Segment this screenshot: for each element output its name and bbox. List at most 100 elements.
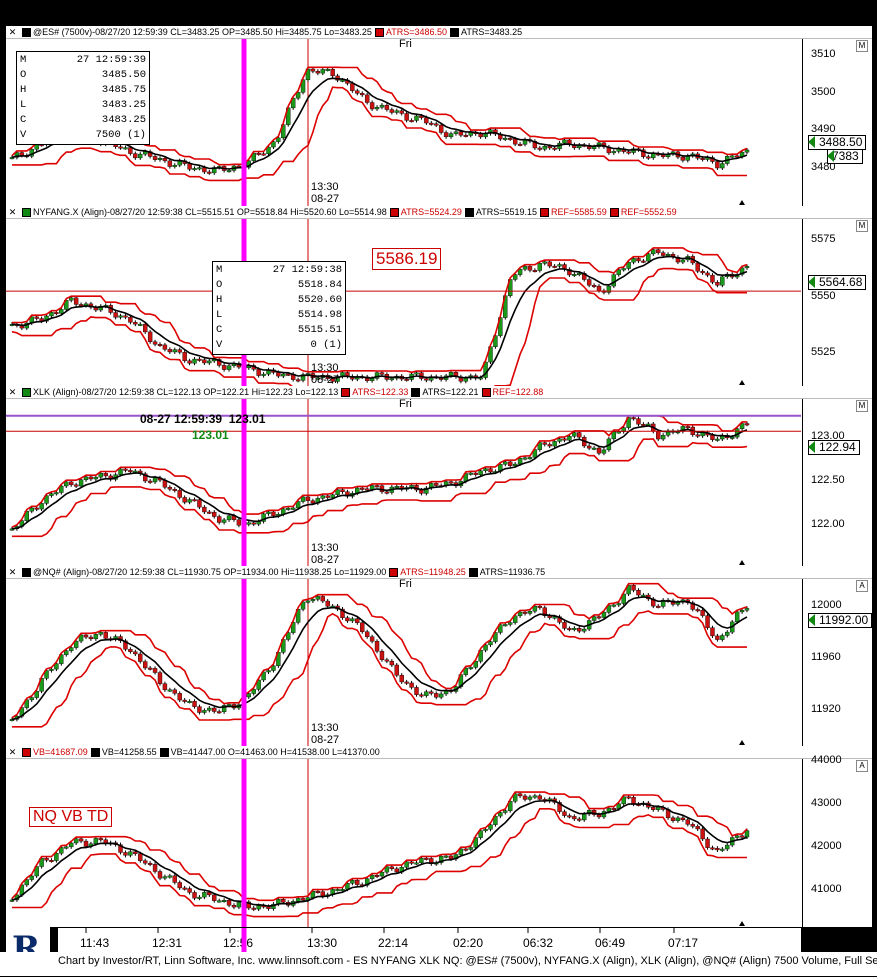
candle-body	[256, 369, 261, 376]
candle-body	[335, 376, 340, 382]
vb-axis[interactable]: 44000 43000 42000 41000	[802, 754, 873, 927]
candle-body	[128, 851, 133, 856]
candle-body	[320, 69, 325, 74]
candle-body	[340, 608, 345, 619]
candle-body	[231, 905, 237, 908]
mode-button[interactable]: M	[856, 40, 868, 52]
vb-pane[interactable]: ✕ VB=41687.09 VB=41258.55 VB=41447.00 O=414…	[6, 746, 872, 927]
candle-body	[320, 495, 325, 499]
close-pane-icon[interactable]: ✕	[8, 387, 17, 397]
candle-body	[508, 461, 513, 466]
candle-body	[281, 373, 286, 377]
vb-plot[interactable]	[6, 759, 801, 927]
candle-body	[656, 249, 661, 253]
nyfang-pane[interactable]: ✕ NYFANG.X (Align)-08/27/20 12:59:38 CL=5…	[6, 206, 872, 386]
nyfang-price-plot[interactable]	[6, 219, 801, 386]
candle-body	[641, 260, 646, 263]
candle-body	[54, 312, 59, 315]
candle-body	[660, 435, 666, 440]
candle-body	[325, 600, 330, 607]
session-time: 13:30	[311, 722, 339, 734]
candle-body	[34, 507, 39, 510]
candle-body	[656, 605, 661, 608]
candle-body	[315, 377, 321, 380]
xlk-pane[interactable]: ✕ XLK (Align)-08/27/20 12:59:38 CL=122.13…	[6, 386, 872, 566]
candle-body	[532, 605, 538, 612]
es-pane[interactable]: ✕ @ES# (7500v)-08/27/20 12:59:39 CL=3483.…	[6, 26, 872, 206]
xlk-price-plot[interactable]	[6, 399, 801, 566]
candle-body	[493, 632, 498, 642]
time-label: 12:31	[152, 936, 183, 950]
xlk-header-atrs1: ATRS=122.33	[352, 387, 409, 397]
nyfang-price-axis[interactable]: 5575 5550 5525 5564.68	[802, 219, 873, 386]
close-pane-icon[interactable]: ✕	[8, 207, 17, 217]
candle-body	[473, 661, 478, 668]
close-pane-icon[interactable]: ✕	[8, 747, 17, 757]
candle-body	[522, 611, 528, 614]
candle-body	[631, 417, 636, 420]
time-axis[interactable]: 11:43 12:31 12:56 13:30 22:14 02:20 06:3…	[58, 927, 801, 952]
candle-body	[202, 892, 207, 898]
cursor-value: 123.01	[192, 428, 229, 442]
close-pane-icon[interactable]: ✕	[8, 567, 17, 577]
xlk-price-axis[interactable]: 123.00 122.50 122.00 122.94	[802, 399, 873, 566]
candle-body	[271, 665, 276, 671]
candle-body	[503, 461, 508, 465]
candle-body	[261, 671, 266, 681]
candle-body	[221, 900, 227, 902]
candle-body	[374, 372, 380, 379]
candle-body	[59, 847, 64, 854]
cursor-line	[241, 759, 247, 927]
candle-body	[463, 134, 469, 137]
time-label: 06:32	[523, 936, 554, 950]
candle-body	[552, 147, 557, 150]
time-label: 13:30	[307, 936, 338, 950]
candle-body	[720, 635, 725, 640]
session-time-label: 13:30 08-27	[311, 722, 339, 746]
candle-body	[458, 131, 464, 136]
candle-body	[473, 472, 478, 475]
candle-body	[572, 273, 577, 276]
candle-body	[720, 163, 725, 169]
candle-body	[744, 423, 750, 426]
candle-body	[720, 276, 725, 286]
candle-body	[182, 352, 187, 361]
nyfang-header-ref2: REF=5552.59	[620, 207, 677, 217]
candle-body	[246, 901, 251, 909]
time-label: 06:49	[595, 936, 626, 950]
candle-body	[350, 618, 355, 622]
es-header-atrs2: ATRS=3483.25	[461, 27, 523, 37]
nq-pane[interactable]: ✕ @NQ# (Align)-08/27/20 12:59:38 CL=11930…	[6, 566, 873, 746]
candle-body	[172, 689, 177, 694]
axis-tick: 122.50	[811, 474, 845, 486]
candle-body	[192, 358, 197, 364]
candle-body	[300, 601, 306, 610]
candle-body	[651, 153, 656, 159]
mode-button[interactable]: A	[856, 760, 868, 772]
mode-button[interactable]: M	[856, 400, 868, 412]
candle-body	[29, 697, 34, 701]
ohlc-key: C	[20, 114, 27, 126]
candle-body	[621, 268, 626, 271]
ohlc-key: O	[216, 279, 223, 291]
candle-body	[537, 605, 543, 608]
es-price-axis[interactable]: 3510 3500 3490 3480 3488.50 7383	[802, 39, 873, 206]
mode-button[interactable]: A	[856, 580, 868, 592]
candle-body	[522, 795, 528, 800]
candle-body	[93, 838, 99, 845]
candle-body	[197, 706, 202, 713]
close-pane-icon[interactable]: ✕	[8, 27, 17, 37]
candle-body	[636, 590, 641, 596]
candle-body	[429, 691, 434, 694]
ohlc-value: 3483.25	[101, 99, 146, 111]
nq-price-axis[interactable]: 12000 11960 11920 11992.00	[802, 579, 873, 746]
candle-body	[68, 481, 74, 486]
candle-body	[83, 476, 89, 481]
mode-button[interactable]: M	[856, 220, 868, 232]
nq-price-plot[interactable]	[6, 579, 801, 746]
candle-body	[276, 372, 281, 377]
candle-body	[572, 627, 577, 630]
candle-body	[567, 628, 572, 631]
candle-body	[399, 675, 404, 683]
candle-body	[582, 813, 587, 821]
